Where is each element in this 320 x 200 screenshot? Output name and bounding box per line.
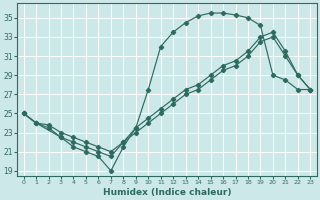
X-axis label: Humidex (Indice chaleur): Humidex (Indice chaleur) (103, 188, 231, 197)
